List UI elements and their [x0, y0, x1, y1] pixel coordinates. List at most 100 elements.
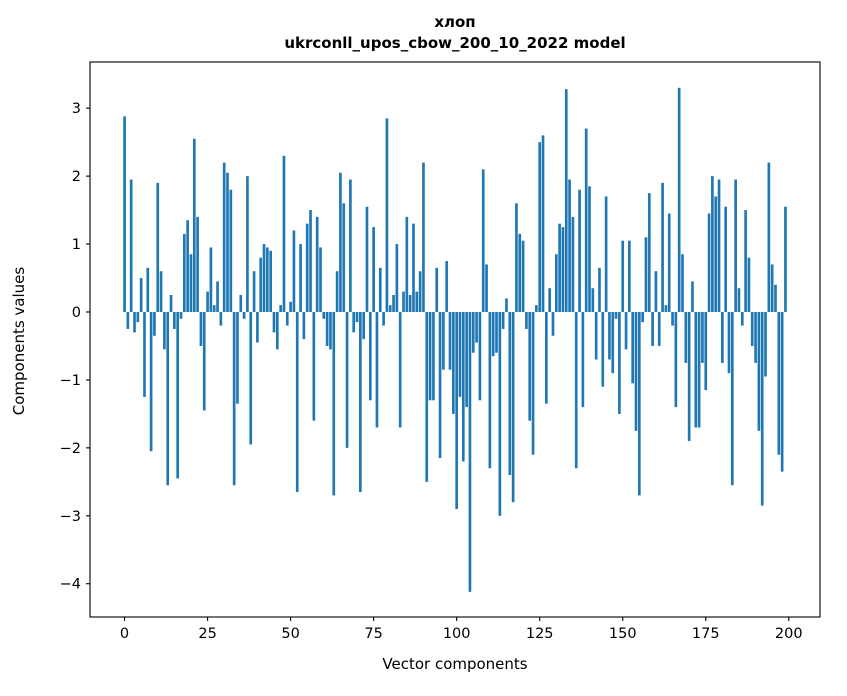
bar: [319, 247, 322, 312]
bar: [452, 311, 455, 414]
bar: [628, 240, 631, 312]
y-tick-label: 3: [72, 101, 81, 117]
bar: [368, 311, 372, 401]
bar: [279, 305, 282, 312]
bar: [714, 196, 718, 312]
y-tick-label: 1: [72, 237, 81, 253]
bar: [412, 223, 415, 312]
bar: [339, 172, 342, 312]
bar: [535, 305, 538, 312]
bar: [458, 311, 462, 397]
bar: [179, 311, 183, 319]
chart-title-line1: хлоп: [434, 13, 476, 31]
bar: [415, 291, 419, 312]
x-tick-label: 200: [775, 626, 803, 642]
bar: [541, 135, 545, 312]
bar: [694, 311, 698, 428]
bar: [638, 311, 641, 496]
bar: [176, 311, 180, 479]
bar: [780, 311, 784, 472]
bar: [461, 311, 465, 462]
bar: [501, 311, 505, 329]
bar: [697, 311, 701, 428]
bar: [727, 311, 731, 374]
bar: [721, 311, 724, 363]
x-tick-label: 175: [692, 626, 720, 642]
bar: [667, 213, 671, 312]
bar: [651, 311, 654, 346]
bar: [774, 284, 777, 312]
bar: [594, 311, 598, 360]
bar: [568, 179, 571, 312]
x-tick-label: 75: [364, 626, 382, 642]
bar: [498, 311, 502, 516]
bar: [711, 176, 714, 312]
bar: [299, 244, 302, 312]
bar: [584, 128, 588, 312]
bar: [528, 311, 532, 421]
bar: [382, 311, 385, 326]
bar: [136, 311, 140, 323]
bar: [222, 162, 226, 312]
bar: [259, 257, 263, 312]
bar: [219, 311, 223, 326]
bar: [611, 311, 615, 374]
bar: [525, 311, 528, 329]
bar: [740, 311, 744, 326]
bar: [166, 311, 170, 486]
bar: [143, 311, 146, 397]
bar: [362, 311, 365, 340]
bar: [209, 247, 213, 312]
bar: [737, 288, 741, 312]
bar: [212, 305, 216, 312]
bar: [481, 169, 485, 312]
bar: [435, 267, 439, 312]
bar: [242, 311, 246, 319]
bar: [508, 311, 512, 476]
bar: [468, 311, 472, 592]
bar: [275, 311, 279, 350]
bar: [601, 311, 605, 387]
bar: [438, 311, 442, 459]
bar: [402, 291, 405, 312]
bar: [425, 311, 429, 482]
bar: [681, 254, 684, 312]
x-tick-label: 100: [443, 626, 471, 642]
bar: [163, 311, 166, 350]
x-axis-label: Vector components: [382, 655, 528, 673]
bar: [442, 311, 445, 370]
bar: [701, 311, 704, 363]
bar: [661, 182, 664, 312]
bar: [760, 311, 764, 506]
bar: [342, 203, 346, 312]
bar: [289, 301, 292, 312]
bar: [169, 295, 173, 312]
bar: [518, 233, 522, 312]
bar: [372, 227, 375, 312]
bar: [664, 305, 668, 312]
bar: [478, 311, 482, 401]
bar: [641, 311, 644, 323]
bar: [266, 247, 269, 312]
bar: [561, 227, 565, 312]
bar: [123, 116, 126, 312]
y-tick-label: −1: [60, 373, 81, 389]
bar: [149, 311, 153, 452]
bar: [618, 311, 621, 414]
bar: [485, 264, 488, 312]
bar: [432, 311, 435, 401]
bar: [757, 311, 761, 431]
bar: [305, 223, 309, 312]
bar: [126, 311, 130, 329]
bar: [226, 172, 229, 312]
bar: [418, 271, 422, 312]
bar: [428, 311, 432, 401]
bar: [598, 267, 601, 312]
bar: [624, 311, 628, 350]
bar: [505, 298, 508, 312]
bar: [156, 182, 160, 312]
bar: [229, 189, 233, 312]
bar: [249, 311, 253, 445]
bar: [295, 311, 299, 493]
